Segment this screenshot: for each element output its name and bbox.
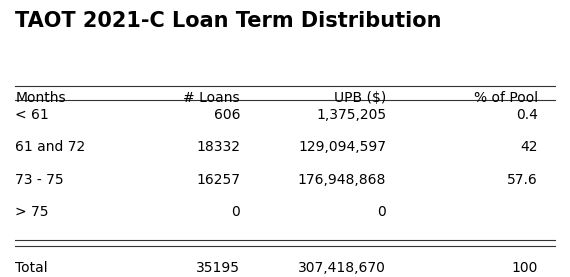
- Text: 16257: 16257: [196, 173, 240, 187]
- Text: 129,094,597: 129,094,597: [298, 140, 386, 154]
- Text: 61 and 72: 61 and 72: [15, 140, 86, 154]
- Text: 0.4: 0.4: [516, 108, 538, 122]
- Text: > 75: > 75: [15, 205, 49, 219]
- Text: UPB ($): UPB ($): [334, 91, 386, 105]
- Text: 0: 0: [231, 205, 240, 219]
- Text: 0: 0: [377, 205, 386, 219]
- Text: 606: 606: [214, 108, 240, 122]
- Text: 176,948,868: 176,948,868: [298, 173, 386, 187]
- Text: 18332: 18332: [196, 140, 240, 154]
- Text: 73 - 75: 73 - 75: [15, 173, 64, 187]
- Text: % of Pool: % of Pool: [474, 91, 538, 105]
- Text: 57.6: 57.6: [507, 173, 538, 187]
- Text: Months: Months: [15, 91, 66, 105]
- Text: Total: Total: [15, 261, 48, 275]
- Text: 307,418,670: 307,418,670: [298, 261, 386, 275]
- Text: # Loans: # Loans: [184, 91, 240, 105]
- Text: < 61: < 61: [15, 108, 49, 122]
- Text: 35195: 35195: [196, 261, 240, 275]
- Text: 1,375,205: 1,375,205: [316, 108, 386, 122]
- Text: 100: 100: [511, 261, 538, 275]
- Text: 42: 42: [520, 140, 538, 154]
- Text: TAOT 2021-C Loan Term Distribution: TAOT 2021-C Loan Term Distribution: [15, 11, 442, 31]
